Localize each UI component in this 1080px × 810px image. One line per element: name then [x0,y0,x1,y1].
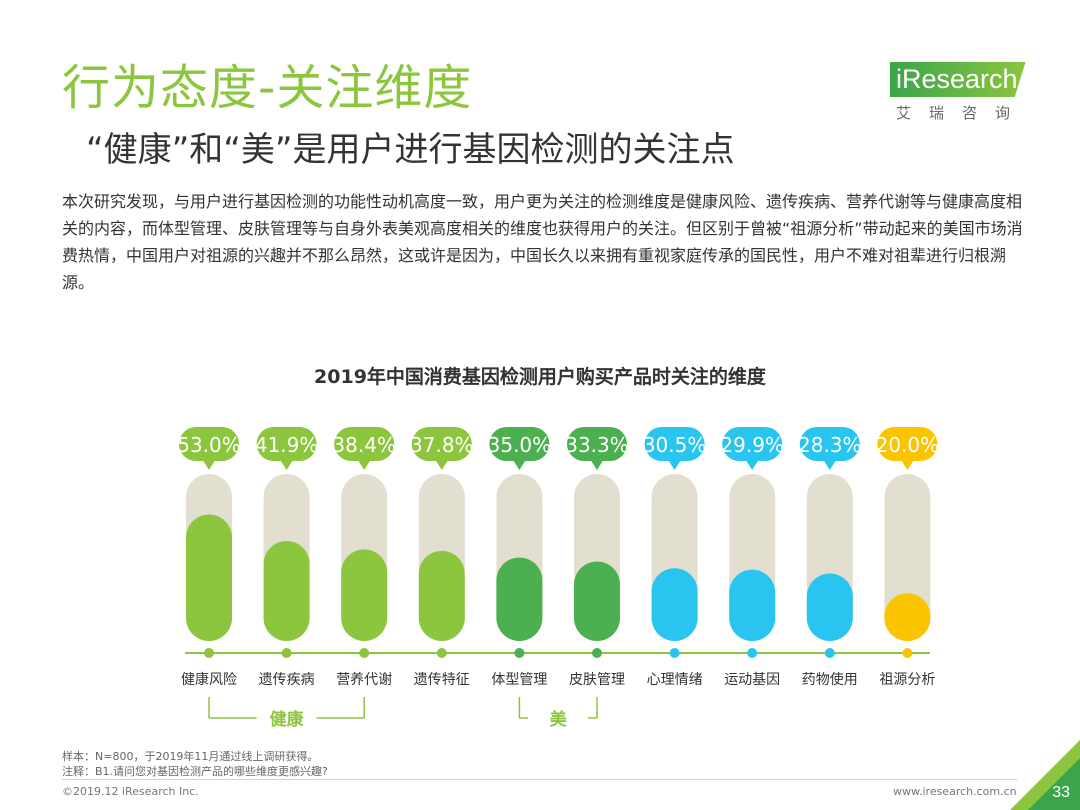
bubble-shape [722,427,783,461]
value-bubble: 33.3% [565,427,629,470]
value-label: 37.8% [410,433,474,457]
category-label: 药物使用 [802,671,858,688]
value-label: 53.0% [177,433,241,457]
value-bubble: 37.8% [410,427,474,470]
bar [186,514,232,641]
bar [496,557,543,641]
group-bracket: 美 [518,697,598,730]
value-label: 38.4% [332,433,396,457]
baseline-dot [824,648,835,658]
corner-decoration [1010,740,1080,810]
bar [574,561,620,641]
page-number: 33 [1052,784,1070,801]
logo-chinese-name: 艾瑞咨询 [896,104,1029,122]
value-label: 28.3% [798,433,862,457]
category-label: 祖源分析 [879,672,935,688]
bar-chart: 2019年中国消费基因检测用户购买产品时关注的维度 53.0% 健康风险 41.9%… [177,365,939,730]
footer-divider [62,779,1017,780]
bar [418,550,465,641]
bar [651,568,698,641]
bubble-pointer [745,459,760,470]
bubble-shape [644,427,705,461]
category-label: 营养代谢 [336,672,392,688]
category-label: 体型管理 [491,672,547,688]
category-label: 健康风险 [181,671,237,688]
value-label: 35.0% [488,433,552,457]
page-subtitle: “健康”和“美”是用户进行基因检测的关注点 [86,130,735,170]
baseline-dot [514,648,525,658]
value-label: 30.5% [643,433,707,457]
group-label: 健康 [270,709,305,730]
bar [884,593,931,641]
value-label: 33.3% [565,433,629,457]
bars-group: 53.0% 健康风险 41.9% 遗传疾病 38.4% 营养代谢 37.8% 遗传特征 35.0… [177,427,939,730]
value-bubble: 29.9% [720,427,784,470]
value-bubble: 41.9% [255,427,319,470]
bubble-pointer [822,459,837,470]
website-text: www.iresearch.com.cn [893,785,1017,798]
bubble-shape [799,427,860,461]
category-label: 遗传特征 [414,672,470,688]
value-bubble: 28.3% [798,427,862,470]
category-label: 皮肤管理 [569,672,625,688]
bubble-shape [179,427,239,461]
baseline-dot [669,648,680,658]
bubble-pointer [590,459,604,470]
bubble-shape [877,427,938,461]
value-bubble: 30.5% [643,427,707,470]
bubble-pointer [279,459,294,470]
bubble-pointer [357,459,372,470]
logo-wordmark: iResearch [890,62,1026,97]
value-bubble: 53.0% [177,427,241,470]
value-label: 29.9% [720,433,784,457]
baseline-dot [592,648,602,658]
bubble-shape [334,427,395,461]
bubble-pointer [512,459,527,470]
copyright-text: ©2019.12 iResearch Inc. [62,785,199,798]
value-bubble: 20.0% [876,427,940,470]
value-bubble: 38.4% [332,427,396,470]
bubble-shape [567,427,627,461]
page-title: 行为态度-关注维度 [62,60,473,116]
chart-title: 2019年中国消费基因检测用户购买产品时关注的维度 [314,365,767,388]
question-note: 注释：B1.请问您对基因检测产品的哪些维度更感兴趣? [62,765,328,778]
baseline-dot [436,648,447,658]
bubble-shape [411,427,472,461]
intro-paragraph: 本次研究发现，与用户进行基因检测的功能性动机高度一致，用户更为关注的检测维度是健… [62,192,1023,292]
value-label: 41.9% [255,433,319,457]
bar [806,573,853,641]
group-label: 美 [550,709,568,730]
category-label: 心理情绪 [647,672,703,688]
bubble-pointer [667,459,682,470]
category-label: 遗传疾病 [259,672,315,688]
bar [729,569,776,641]
sample-note: 样本：N=800，于2019年11月通过线上调研获得。 [62,750,319,763]
baseline-dot [747,648,758,658]
bubble-pointer [900,459,915,470]
bar [341,549,388,641]
value-label: 20.0% [876,433,940,457]
baseline-dot [902,648,913,658]
bubble-pointer [202,459,216,470]
baseline-dot [281,648,292,658]
group-bracket: 健康 [208,697,365,730]
bar [263,541,310,641]
value-bubble: 35.0% [488,427,552,470]
baseline-dot [359,648,370,658]
bubble-shape [256,427,317,461]
bubble-pointer [434,459,449,470]
baseline-dot [204,648,214,658]
iresearch-logo: iResearch 艾瑞咨询 [890,62,1030,132]
bubble-shape [489,427,550,461]
category-label: 运动基因 [724,671,780,688]
